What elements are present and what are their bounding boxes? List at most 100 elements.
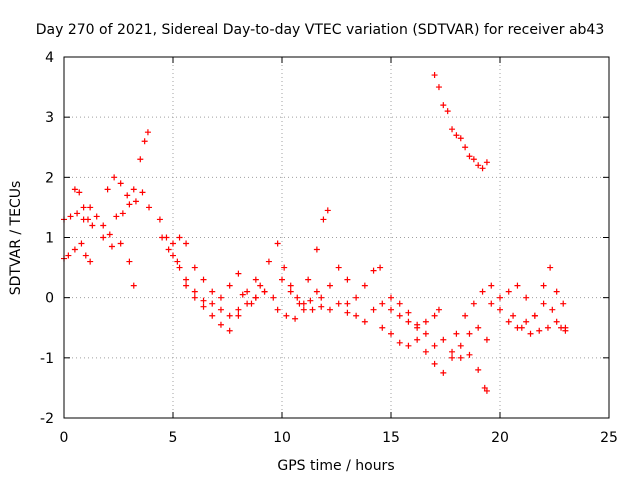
data-point bbox=[183, 240, 190, 247]
data-point bbox=[422, 348, 429, 355]
data-point bbox=[523, 318, 530, 325]
series-arc10 bbox=[252, 207, 331, 307]
data-point bbox=[146, 204, 153, 211]
data-point bbox=[318, 303, 325, 310]
data-point bbox=[547, 264, 554, 271]
data-point bbox=[422, 318, 429, 325]
data-point bbox=[335, 264, 342, 271]
data-point bbox=[497, 306, 503, 313]
data-point bbox=[479, 165, 486, 172]
data-point bbox=[370, 306, 377, 313]
data-point bbox=[156, 216, 163, 223]
data-point bbox=[200, 276, 207, 283]
data-point bbox=[305, 276, 312, 283]
series-arc15 bbox=[388, 294, 490, 394]
data-point bbox=[326, 306, 333, 313]
data-point bbox=[309, 306, 316, 313]
data-point bbox=[82, 252, 89, 259]
data-series bbox=[61, 72, 569, 394]
data-point bbox=[396, 339, 403, 346]
data-point bbox=[449, 348, 456, 355]
data-point bbox=[248, 300, 255, 307]
data-point bbox=[353, 294, 360, 301]
data-point bbox=[141, 138, 148, 145]
data-point bbox=[326, 282, 333, 289]
data-point bbox=[294, 294, 301, 301]
data-point bbox=[497, 294, 503, 301]
y-tick-label: 1 bbox=[45, 231, 54, 247]
data-point bbox=[431, 72, 438, 79]
x-tick-label: 20 bbox=[491, 430, 509, 446]
data-point bbox=[344, 300, 351, 307]
series-arc3 bbox=[71, 186, 96, 229]
data-point bbox=[84, 216, 91, 223]
data-point bbox=[523, 294, 530, 301]
data-point bbox=[300, 300, 307, 307]
data-point bbox=[124, 192, 131, 199]
data-point bbox=[475, 324, 482, 331]
data-point bbox=[235, 270, 242, 277]
data-point bbox=[113, 213, 120, 220]
data-point bbox=[396, 300, 403, 307]
data-point bbox=[466, 153, 473, 160]
data-point bbox=[553, 318, 560, 325]
data-point bbox=[170, 252, 176, 259]
series-arc17 bbox=[488, 264, 567, 319]
data-point bbox=[449, 354, 456, 361]
data-point bbox=[510, 312, 517, 319]
data-point bbox=[165, 246, 172, 253]
data-point bbox=[65, 252, 72, 259]
data-point bbox=[405, 318, 412, 325]
y-tick-label: -1 bbox=[40, 351, 54, 367]
data-point bbox=[71, 246, 78, 253]
data-point bbox=[287, 288, 294, 295]
data-point bbox=[361, 318, 368, 325]
data-point bbox=[388, 330, 394, 337]
data-point bbox=[361, 282, 368, 289]
data-point bbox=[209, 300, 216, 307]
data-point bbox=[226, 282, 233, 289]
series-arc9 bbox=[239, 240, 320, 313]
data-point bbox=[239, 291, 246, 298]
data-point bbox=[414, 336, 421, 343]
series-arc19 bbox=[431, 72, 490, 172]
data-point bbox=[279, 276, 285, 283]
data-point bbox=[80, 204, 87, 211]
data-point bbox=[388, 306, 394, 313]
data-point bbox=[475, 366, 482, 373]
tick-labels: 0 5 10 15 20 25 -2 -1 0 1 2 3 4 bbox=[40, 50, 618, 446]
data-point bbox=[518, 324, 525, 331]
data-point bbox=[209, 288, 216, 295]
data-point bbox=[431, 360, 438, 367]
data-point bbox=[283, 312, 290, 319]
data-point bbox=[176, 264, 183, 271]
data-point bbox=[344, 309, 351, 316]
data-point bbox=[562, 324, 569, 331]
data-point bbox=[226, 327, 233, 334]
data-point bbox=[435, 306, 442, 313]
x-tick-label: 0 bbox=[60, 430, 69, 446]
data-point bbox=[274, 306, 281, 313]
data-point bbox=[108, 243, 115, 250]
data-point bbox=[89, 222, 96, 229]
data-point bbox=[457, 354, 464, 361]
data-point bbox=[453, 132, 460, 139]
data-point bbox=[481, 384, 488, 391]
data-point bbox=[87, 258, 94, 265]
y-tick-label: 4 bbox=[45, 50, 54, 66]
data-point bbox=[100, 222, 107, 229]
data-point bbox=[483, 159, 490, 166]
data-point bbox=[307, 297, 314, 304]
data-point bbox=[379, 300, 386, 307]
series-arc1 bbox=[61, 189, 153, 238]
data-point bbox=[130, 282, 137, 289]
data-point bbox=[71, 186, 78, 193]
data-point bbox=[117, 240, 124, 247]
data-point bbox=[388, 294, 394, 301]
axis-ticks bbox=[63, 56, 610, 419]
data-point bbox=[119, 210, 126, 217]
series-arc11 bbox=[274, 300, 351, 322]
data-point bbox=[479, 288, 486, 295]
y-tick-label: 3 bbox=[45, 110, 54, 126]
